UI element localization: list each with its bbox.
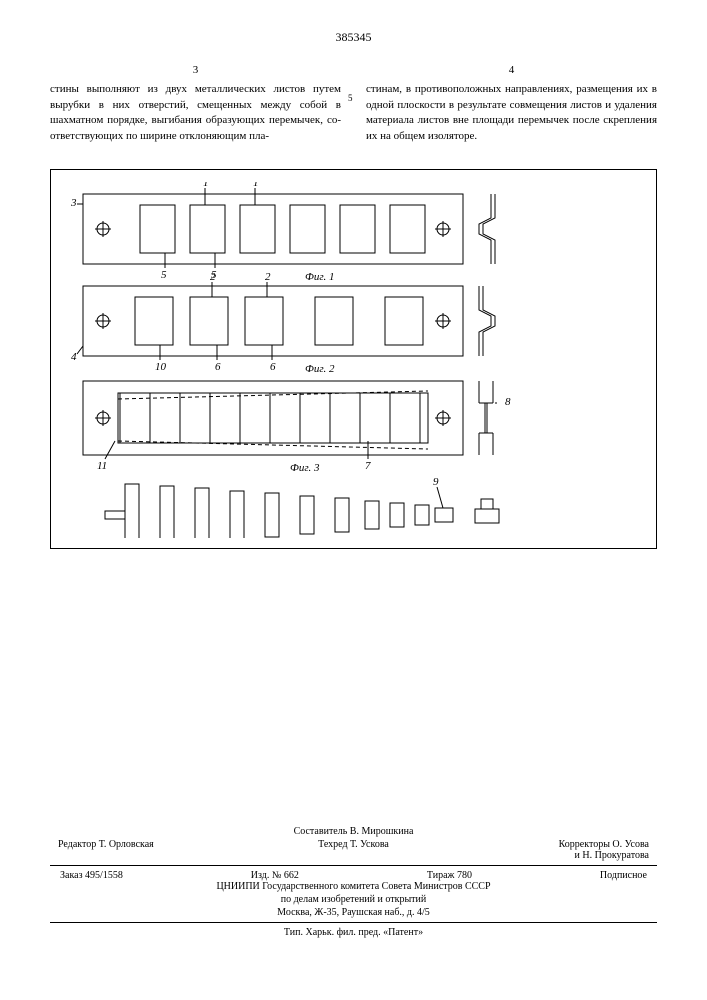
figures-panel: 11355Фиг. 12241066Фиг. 28117Фиг. 39Фиг. …: [50, 169, 657, 549]
svg-text:1: 1: [203, 182, 209, 189]
org-line1: ЦНИИПИ Государственного комитета Совета …: [50, 881, 657, 892]
tip-line: Тип. Харьк. фил. пред. «Патент»: [50, 927, 657, 938]
addr-line: Москва, Ж-35, Раушская наб., д. 4/5: [50, 907, 657, 918]
column-right: 4 стинам, в противоположных направлениях…: [366, 63, 657, 144]
correctors: Корректоры О. Усова и Н. Прокуратова: [452, 839, 649, 861]
svg-text:5: 5: [161, 269, 167, 281]
col-number-right: 4: [366, 63, 657, 78]
svg-text:Фиг. 3: Фиг. 3: [290, 462, 320, 474]
svg-text:1: 1: [253, 182, 259, 189]
editor: Редактор Т. Орловская: [58, 839, 255, 861]
two-column-text: 3 стины выполняют из двух металлических …: [50, 63, 657, 144]
right-body: стинам, в противоположных направлениях, …: [366, 83, 657, 141]
svg-text:Фиг. 1: Фиг. 1: [305, 271, 335, 283]
col-number-left: 3: [50, 63, 341, 78]
svg-text:9: 9: [433, 476, 439, 488]
order-no: Заказ 495/1558: [60, 870, 123, 881]
svg-text:Фиг. 2: Фиг. 2: [305, 363, 335, 375]
svg-text:4: 4: [71, 351, 77, 363]
patent-number: 385345: [50, 30, 657, 45]
org-line2: по делам изобретений и открытий: [50, 894, 657, 905]
svg-text:6: 6: [215, 361, 221, 373]
svg-text:2: 2: [265, 271, 271, 283]
techred: Техред Т. Ускова: [255, 839, 452, 861]
svg-text:3: 3: [70, 197, 77, 209]
figures-svg: 11355Фиг. 12241066Фиг. 28117Фиг. 39Фиг. …: [65, 182, 635, 538]
svg-text:6: 6: [270, 361, 276, 373]
tirazh: Тираж 780: [427, 870, 472, 881]
svg-text:8: 8: [505, 396, 511, 408]
footer-colophon: Составитель В. Мирошкина Редактор Т. Орл…: [50, 826, 657, 940]
svg-text:2: 2: [210, 271, 216, 283]
izd-no: Изд. № 662: [251, 870, 299, 881]
column-left: 3 стины выполняют из двух металлических …: [50, 63, 341, 144]
svg-text:7: 7: [365, 460, 371, 472]
svg-text:11: 11: [97, 460, 107, 472]
svg-text:10: 10: [155, 361, 167, 373]
signed: Подписное: [600, 870, 647, 881]
compiler-line: Составитель В. Мирошкина: [50, 826, 657, 837]
left-body: стины выполняют из двух металлических ли…: [50, 83, 341, 141]
